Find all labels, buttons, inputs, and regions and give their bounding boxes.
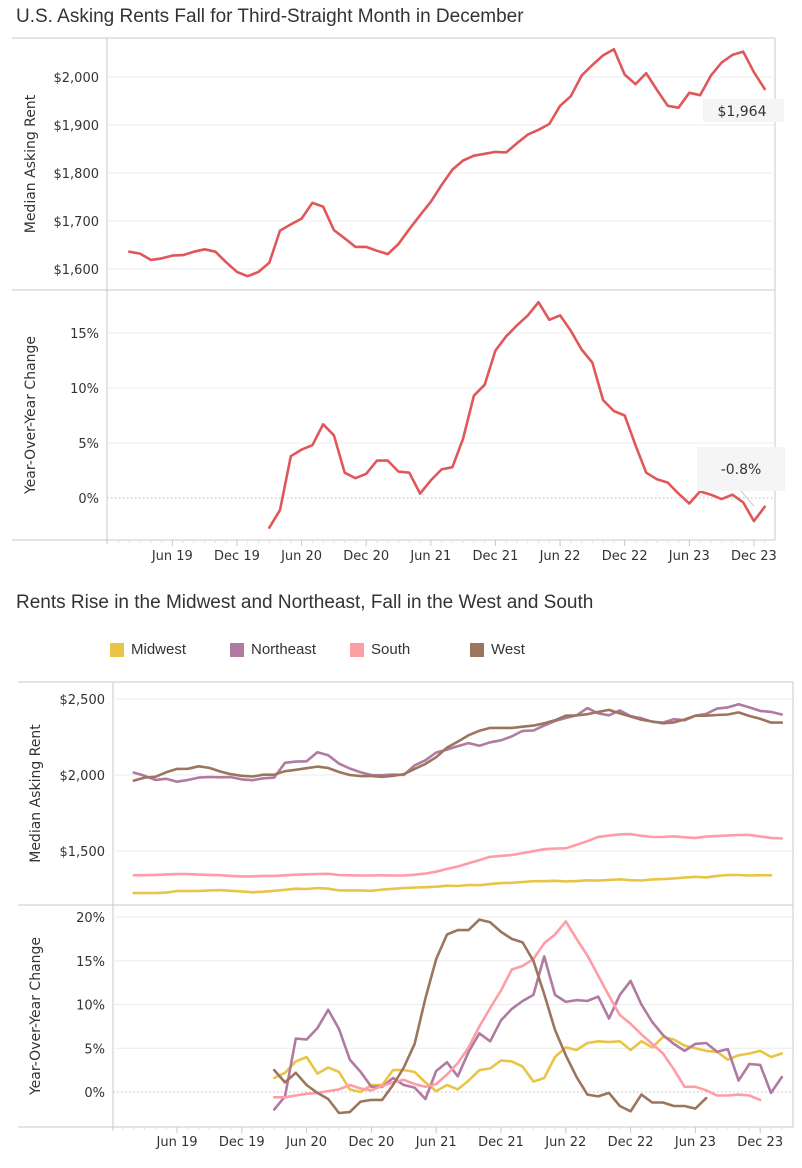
series-line-midwest bbox=[132, 873, 773, 895]
series-line-south bbox=[272, 920, 762, 1102]
x-tick-label: Dec 21 bbox=[473, 549, 519, 564]
legend-label-south: South bbox=[371, 641, 411, 658]
y-tick-label: 0% bbox=[78, 492, 99, 507]
legend-swatch-west bbox=[470, 642, 484, 657]
annotation-label: -0.8% bbox=[721, 462, 762, 478]
series-line-northeast bbox=[132, 703, 784, 783]
x-tick-label: Dec 19 bbox=[214, 549, 260, 564]
x-tick-label: Jun 23 bbox=[668, 549, 710, 564]
y-tick-label: $1,900 bbox=[54, 119, 100, 134]
x-tick-label: Dec 22 bbox=[602, 549, 648, 564]
series-line-northeast bbox=[272, 955, 784, 1111]
annotation-label: $1,964 bbox=[718, 104, 767, 120]
legend-swatch-south bbox=[350, 642, 364, 657]
x-tick-label: Jun 22 bbox=[539, 549, 581, 564]
series-line-west bbox=[272, 918, 708, 1115]
legend-swatch-midwest bbox=[110, 642, 124, 657]
legend: Midwest Northeast South West bbox=[0, 641, 802, 661]
y-tick-label: 15% bbox=[70, 327, 99, 342]
y-tick-label: 5% bbox=[78, 437, 99, 452]
y-tick-label: $2,500 bbox=[60, 693, 106, 708]
y-axis-label: Year-Over-Year Change bbox=[23, 336, 39, 495]
x-tick-label: Dec 20 bbox=[348, 1135, 394, 1150]
x-tick-label: Jun 19 bbox=[151, 549, 193, 564]
y-tick-label: 20% bbox=[76, 911, 105, 926]
chart-panel-1: 0% 5% 10% 15% Year-Over-Year Change Jun 19 Dec… bbox=[12, 290, 785, 564]
x-tick-label: Jun 21 bbox=[415, 1135, 457, 1150]
x-tick-label: Dec 23 bbox=[731, 549, 777, 564]
chart-panel-0: $1,600 $1,700 $1,800 $1,900 $2,000 Median Ask… bbox=[12, 37, 784, 291]
x-tick-label: Dec 19 bbox=[219, 1135, 265, 1150]
annotation-box bbox=[703, 99, 784, 122]
legend-item-midwest[interactable]: Midwest bbox=[110, 641, 186, 658]
legend-item-west[interactable]: West bbox=[470, 641, 525, 658]
series-line-west bbox=[132, 708, 784, 782]
series-line-u-s- bbox=[128, 47, 766, 278]
x-tick-label: Jun 22 bbox=[544, 1135, 586, 1150]
chart-panel-2: $1,500 $2,000 $2,500 Median Asking Rent bbox=[18, 681, 794, 906]
legend-swatch-northeast bbox=[230, 642, 244, 657]
y-tick-label: 5% bbox=[84, 1042, 105, 1057]
legend-item-south[interactable]: South bbox=[350, 641, 410, 658]
series-line-midwest bbox=[272, 1035, 784, 1094]
y-tick-label: $1,500 bbox=[60, 845, 106, 860]
x-tick-label: Jun 20 bbox=[280, 549, 322, 564]
x-tick-label: Jun 19 bbox=[156, 1135, 198, 1150]
legend-item-northeast[interactable]: Northeast bbox=[230, 641, 316, 658]
bottom-chart-title: Rents Rise in the Midwest and Northeast,… bbox=[16, 592, 594, 613]
y-tick-label: 10% bbox=[76, 999, 105, 1014]
y-axis-label: Year-Over-Year Change bbox=[28, 937, 44, 1096]
y-tick-label: 10% bbox=[70, 382, 99, 397]
y-tick-label: $1,800 bbox=[54, 167, 100, 182]
x-tick-label: Jun 21 bbox=[409, 549, 451, 564]
x-tick-label: Dec 21 bbox=[478, 1135, 524, 1150]
x-tick-label: Dec 23 bbox=[737, 1135, 783, 1150]
y-tick-label: 15% bbox=[76, 955, 105, 970]
y-axis-label: Median Asking Rent bbox=[28, 724, 44, 863]
chart-panel-3: 0% 5% 10% 15% 20% Year-Over-Year Change Jun 19… bbox=[18, 905, 794, 1150]
annotation-leader bbox=[740, 490, 755, 507]
series-line-u-s- bbox=[268, 300, 766, 529]
legend-label-northeast: Northeast bbox=[251, 641, 317, 658]
x-tick-label: Dec 22 bbox=[608, 1135, 654, 1150]
y-tick-label: $1,600 bbox=[54, 263, 100, 278]
legend-label-midwest: Midwest bbox=[131, 641, 187, 658]
x-tick-label: Dec 20 bbox=[343, 549, 389, 564]
x-tick-label: Jun 20 bbox=[285, 1135, 327, 1150]
y-tick-label: 0% bbox=[84, 1086, 105, 1101]
y-tick-label: $1,700 bbox=[54, 215, 100, 230]
annotation-box bbox=[697, 447, 785, 491]
y-tick-label: $2,000 bbox=[60, 769, 106, 784]
y-tick-label: $2,000 bbox=[54, 71, 100, 86]
x-tick-label: Jun 23 bbox=[674, 1135, 716, 1150]
legend-label-west: West bbox=[491, 641, 525, 658]
top-chart-title: U.S. Asking Rents Fall for Third-Straigh… bbox=[16, 6, 524, 27]
y-axis-label: Median Asking Rent bbox=[23, 94, 39, 233]
series-line-south bbox=[132, 832, 784, 878]
